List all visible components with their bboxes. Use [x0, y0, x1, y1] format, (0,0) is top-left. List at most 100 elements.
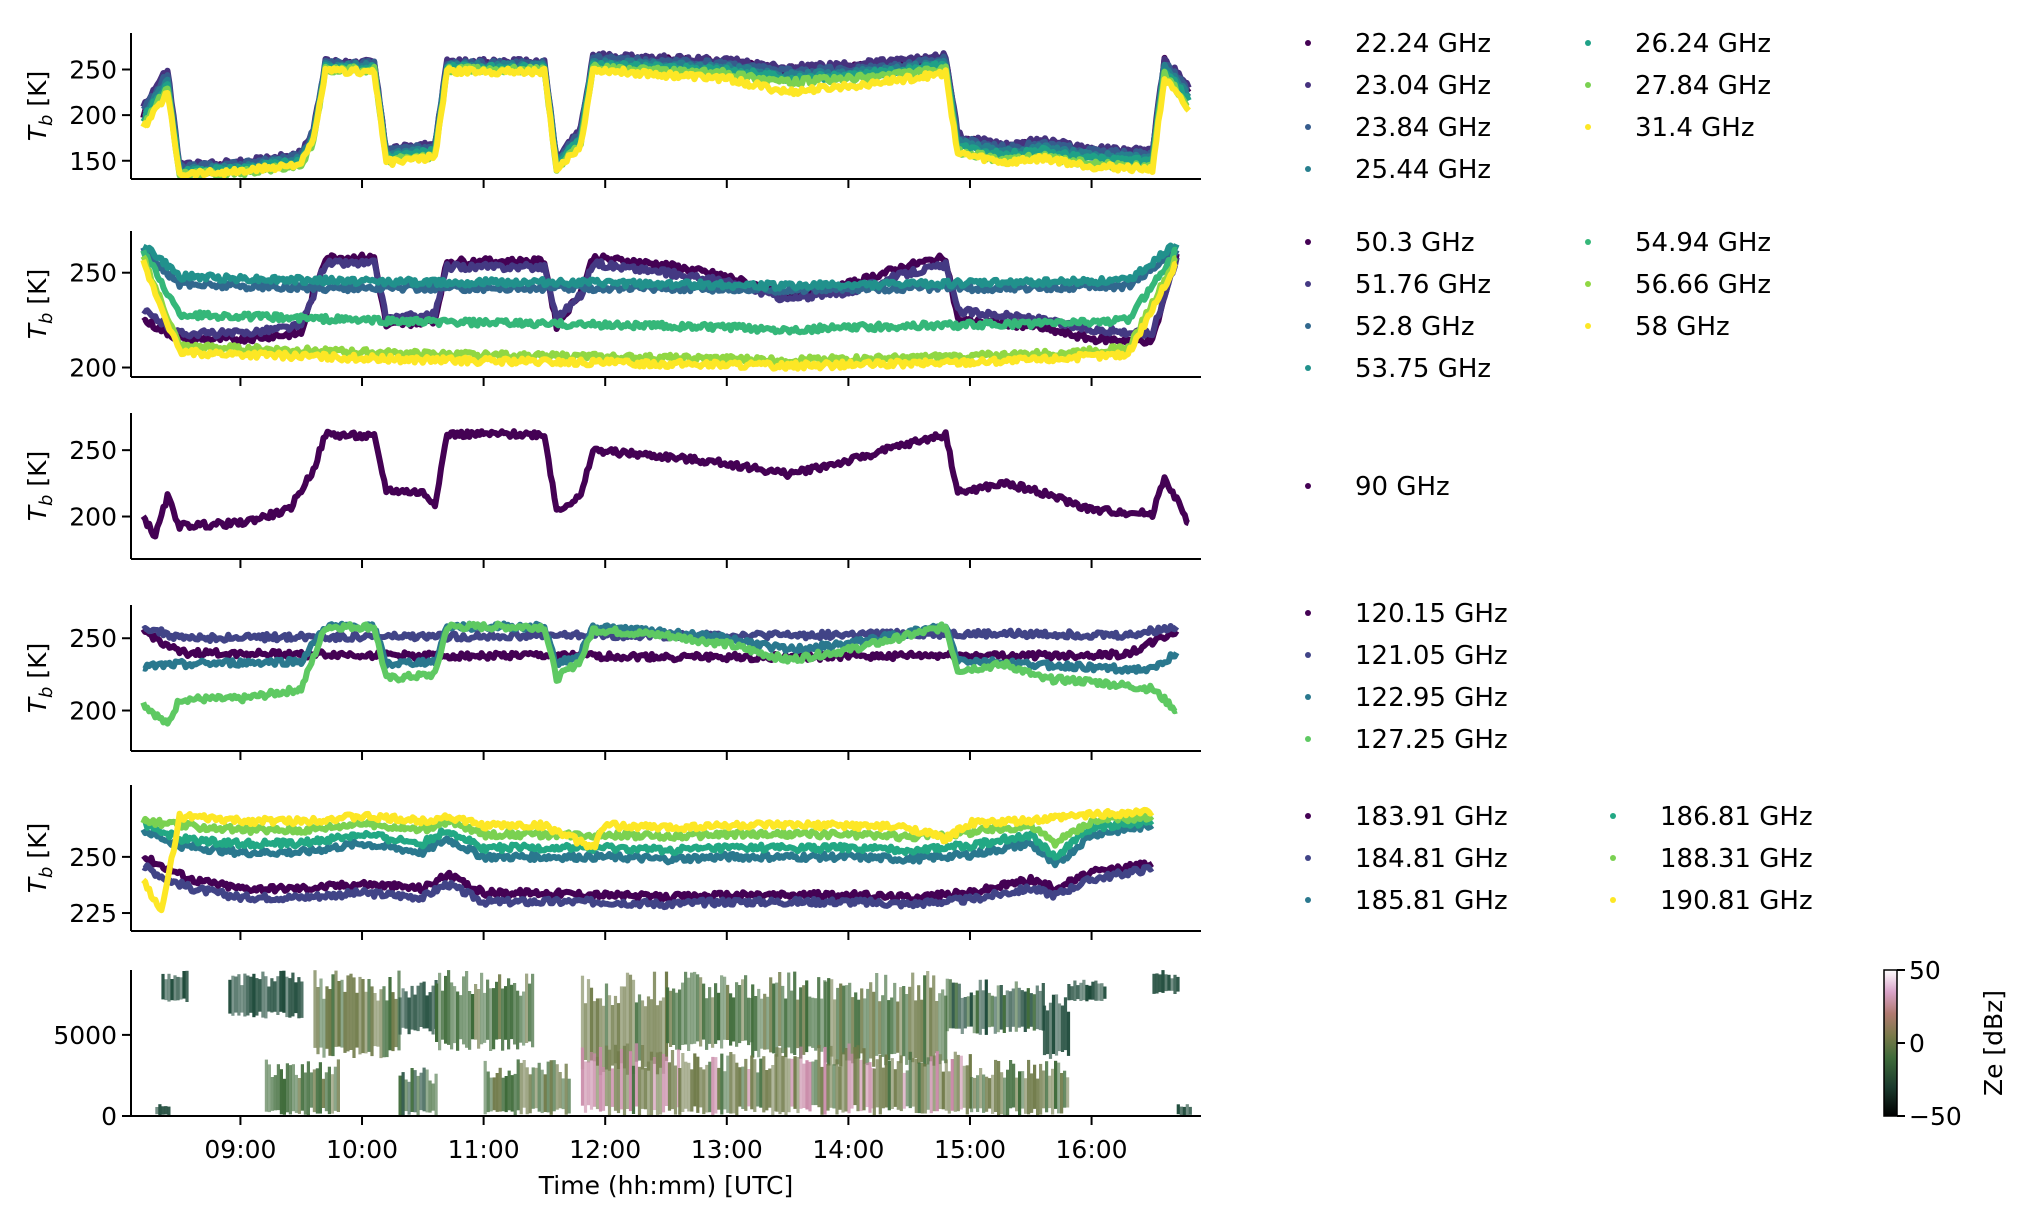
legend-entry: 122.95 GHz	[1355, 683, 1508, 713]
radar-cloud	[483, 1059, 571, 1116]
legend-entry: 23.04 GHz	[1355, 71, 1491, 101]
legend-entry: 183.91 GHz	[1355, 802, 1508, 832]
series-54-94-ghz	[140, 246, 1178, 336]
radar-cloud	[161, 970, 189, 1002]
series-190-81-ghz	[141, 806, 1155, 914]
y-tick-label: 200	[69, 503, 117, 532]
legend-marker	[1305, 694, 1311, 700]
legend-entry: 121.05 GHz	[1355, 641, 1508, 671]
x-tick-label: 15:00	[934, 1135, 1006, 1164]
y-axis-title: Tb [K]	[23, 451, 57, 522]
radar-cloud	[435, 970, 535, 1051]
legend-1: 22.24 GHz 23.04 GHz 23.84 GHz 25.44 GHz 26.2…	[1305, 29, 1771, 185]
y-tick-label: 150	[69, 147, 117, 176]
series-183-91-ghz	[141, 854, 1154, 904]
radar-cloud	[678, 1052, 778, 1116]
legend-marker	[1305, 897, 1311, 903]
series-188-31-ghz	[140, 811, 1155, 849]
panel-1-plot	[140, 50, 1192, 179]
y-axis-title: Tb [K]	[23, 71, 57, 142]
y-tick-label: 250	[69, 624, 117, 653]
radar-cloud	[945, 978, 1045, 1035]
series-184-81-ghz	[141, 862, 1155, 911]
legend-marker	[1305, 813, 1311, 819]
x-tick-label: 14:00	[812, 1135, 884, 1164]
series-53-75-ghz	[141, 242, 1180, 292]
y-tick-label: 200	[69, 697, 117, 726]
legend-entry: 54.94 GHz	[1635, 228, 1771, 258]
legend-entry: 120.15 GHz	[1355, 599, 1508, 629]
radar-cloud	[264, 1059, 340, 1116]
series-186-81-ghz	[142, 816, 1155, 861]
legend-marker	[1585, 239, 1591, 245]
legend-marker	[1585, 82, 1591, 88]
panel-2: 200 250 Tb [K]	[23, 231, 1201, 386]
x-axis-title: Time (hh:mm) [UTC]	[538, 1171, 793, 1200]
legend-entry: 127.25 GHz	[1355, 725, 1508, 755]
y-tick-label: 200	[69, 101, 117, 130]
legend-marker	[1305, 483, 1311, 489]
panel-3-plot	[140, 428, 1190, 540]
radar-cloud	[398, 1067, 438, 1116]
radar-cloud	[666, 971, 754, 1051]
legend-marker	[1305, 124, 1311, 130]
x-tick-label: 12:00	[569, 1135, 641, 1164]
legend-2: 50.3 GHz 51.76 GHz 52.8 GHz 53.75 GHz 54.94 …	[1305, 228, 1771, 384]
colorbar-title: Ze [dBz]	[1979, 990, 2008, 1096]
y-tick-label: 250	[69, 436, 117, 465]
radar-cloud	[580, 971, 669, 1076]
x-tick-label: 11:00	[448, 1135, 520, 1164]
series-90-ghz	[140, 428, 1190, 540]
legend-marker	[1585, 281, 1591, 287]
legend-5: 183.91 GHz 184.81 GHz 185.81 GHz 186.81 GHz…	[1305, 802, 1813, 916]
radar-cloud	[398, 980, 438, 1035]
panel-5: 225 250 Tb [K]	[23, 785, 1201, 940]
legend-marker	[1305, 323, 1311, 329]
legend-entry: 23.84 GHz	[1355, 113, 1491, 143]
legend-marker	[1610, 855, 1616, 861]
series-127-25-ghz	[140, 620, 1178, 727]
legend-marker	[1585, 124, 1591, 130]
legend-entry: 27.84 GHz	[1635, 71, 1771, 101]
panel-3: 200 250 Tb [K]	[23, 413, 1201, 568]
legend-marker	[1305, 281, 1311, 287]
radar-cloud	[970, 1059, 1070, 1116]
legend-marker	[1305, 166, 1311, 172]
legend-entry: 25.44 GHz	[1355, 155, 1491, 185]
radar-cloud	[751, 971, 827, 1059]
legend-marker	[1305, 365, 1311, 371]
legend-marker	[1305, 736, 1311, 742]
legend-entry: 58 GHz	[1635, 312, 1730, 342]
colorbar-tick-label: −50	[1909, 1102, 1962, 1131]
radar-cloud	[1176, 1104, 1192, 1116]
radar-cloud	[824, 971, 948, 1067]
y-tick-label: 250	[69, 259, 117, 288]
legend-entry: 50.3 GHz	[1355, 228, 1475, 258]
legend-marker	[1305, 239, 1311, 245]
series-185-81-ghz	[140, 820, 1155, 869]
panel-1: 150 200 250 Tb [K]	[23, 33, 1201, 188]
y-axis-title: Tb [K]	[23, 823, 57, 894]
radar-cloud	[313, 970, 401, 1059]
radar-cloud	[155, 1104, 171, 1116]
legend-marker	[1305, 610, 1311, 616]
legend-marker	[1585, 323, 1591, 329]
legend-4: 120.15 GHz 121.05 GHz 122.95 GHz 127.25 GHz	[1305, 599, 1508, 755]
y-tick-label: 250	[69, 843, 117, 872]
legend-3: 90 GHz	[1305, 472, 1450, 502]
y-tick-label: 0	[101, 1102, 117, 1131]
y-axis-title: Tb [K]	[23, 269, 57, 340]
legend-marker	[1610, 897, 1616, 903]
colorbar-tick-label: 50	[1909, 956, 1941, 985]
radar-cloud	[228, 970, 304, 1019]
panel-2-plot	[140, 242, 1180, 372]
colorbar-tick-label: 0	[1909, 1029, 1925, 1058]
legend-entry: 56.66 GHz	[1635, 270, 1771, 300]
legend-marker	[1305, 855, 1311, 861]
panel-4-plot	[140, 620, 1180, 727]
legend-marker	[1585, 40, 1591, 46]
y-tick-label: 5000	[53, 1021, 117, 1050]
radar-cloud	[872, 1051, 972, 1116]
legend-marker	[1305, 40, 1311, 46]
